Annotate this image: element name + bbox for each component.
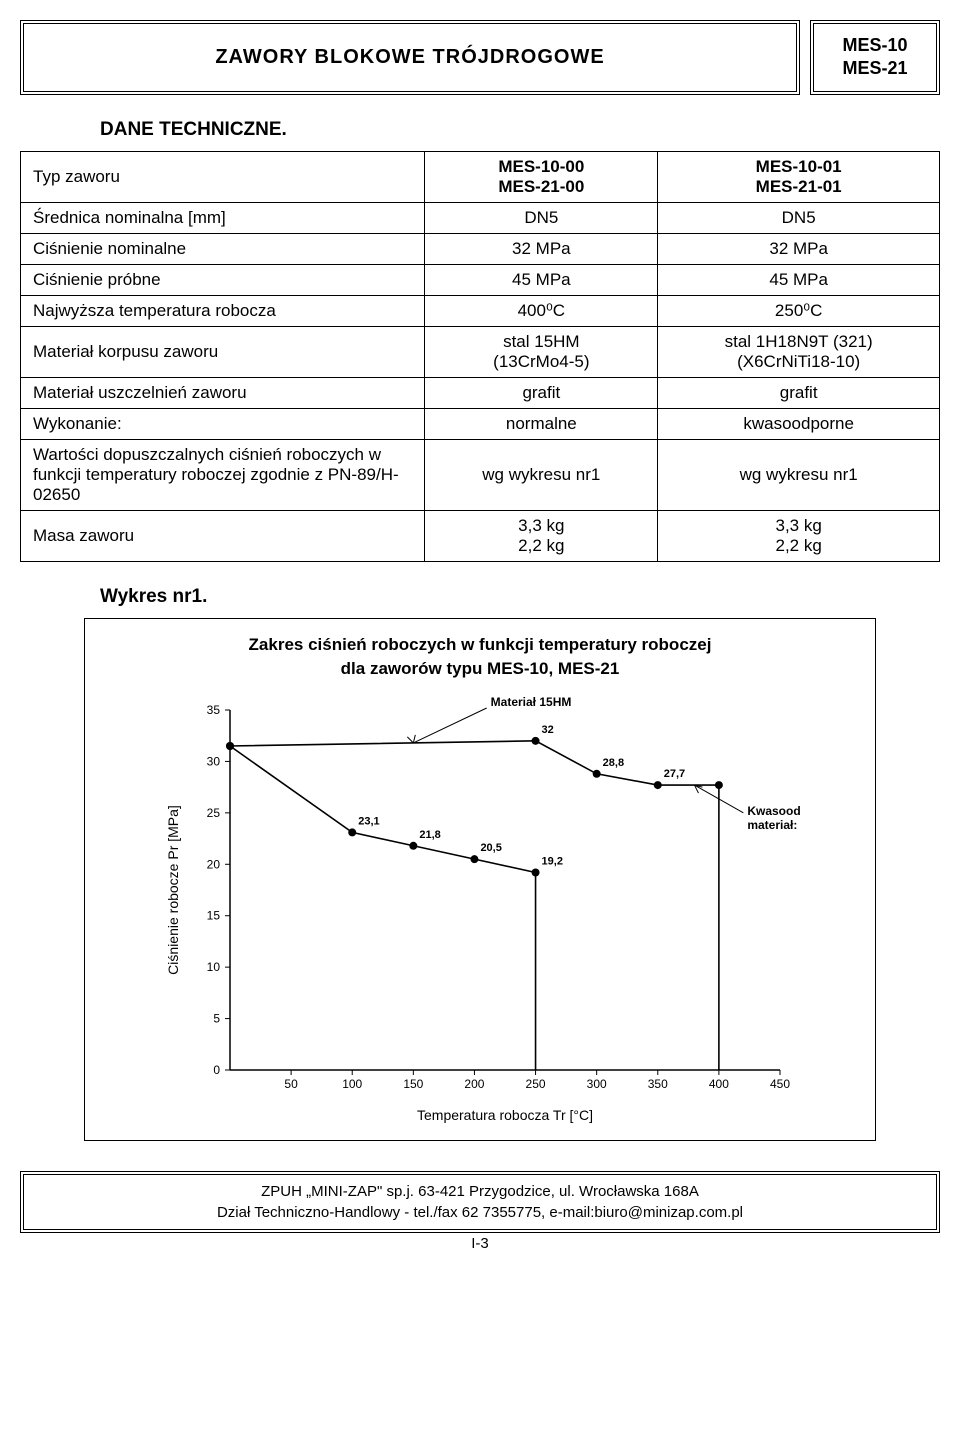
- row-v2: wg wykresu nr1: [658, 439, 940, 510]
- tech-data-table: Typ zaworuMES-10-00MES-21-00MES-10-01MES…: [20, 151, 940, 562]
- section-title: DANE TECHNICZNE.: [100, 119, 940, 141]
- row-v2: kwasoodporne: [658, 408, 940, 439]
- svg-text:250: 250: [526, 1077, 546, 1091]
- table-row: Materiał uszczelnień zaworugrafitgrafit: [21, 377, 940, 408]
- svg-text:Kwasoodporne: Kwasoodporne: [747, 804, 800, 818]
- svg-text:450: 450: [770, 1077, 790, 1091]
- svg-text:10: 10: [207, 961, 221, 975]
- svg-text:Temperatura robocza Tr [°C]: Temperatura robocza Tr [°C]: [417, 1107, 593, 1123]
- footer-l2: Dział Techniczno-Handlowy - tel./fax 62 …: [34, 1202, 926, 1223]
- row-v1: 32 MPa: [425, 233, 658, 264]
- table-row: Ciśnienie próbne45 MPa45 MPa: [21, 264, 940, 295]
- row-v1: grafit: [425, 377, 658, 408]
- table-row: Materiał korpusu zaworustal 15HM(13CrMo4…: [21, 326, 940, 377]
- table-row: Najwyższa temperatura robocza400⁰C250⁰C: [21, 295, 940, 326]
- svg-text:19,2: 19,2: [542, 856, 563, 868]
- svg-text:25: 25: [207, 806, 221, 820]
- row-label: Wartości dopuszczalnych ciśnień roboczyc…: [21, 439, 425, 510]
- row-v2: 45 MPa: [658, 264, 940, 295]
- row-v1: 400⁰C: [425, 295, 658, 326]
- row-v2: 250⁰C: [658, 295, 940, 326]
- table-row: Wartości dopuszczalnych ciśnień roboczyc…: [21, 439, 940, 510]
- svg-text:28,8: 28,8: [603, 757, 624, 769]
- svg-text:50: 50: [284, 1077, 298, 1091]
- svg-text:materiał: 1H18N9T(321ss): materiał: 1H18N9T(321ss): [747, 818, 800, 832]
- chart-frame: Zakres ciśnień roboczych w funkcji tempe…: [84, 618, 875, 1142]
- svg-text:0: 0: [213, 1063, 220, 1077]
- svg-text:20: 20: [207, 858, 221, 872]
- footer-l1: ZPUH „MINI-ZAP" sp.j. 63-421 Przygodzice…: [34, 1181, 926, 1202]
- svg-text:5: 5: [213, 1012, 220, 1026]
- row-label: Średnica nominalna [mm]: [21, 202, 425, 233]
- svg-text:23,1: 23,1: [358, 816, 379, 828]
- row-v1: stal 15HM(13CrMo4-5): [425, 326, 658, 377]
- row-v1: 45 MPa: [425, 264, 658, 295]
- svg-text:35: 35: [207, 703, 221, 717]
- row-label: Najwyższa temperatura robocza: [21, 295, 425, 326]
- row-label: Materiał korpusu zaworu: [21, 326, 425, 377]
- table-row: Ciśnienie nominalne32 MPa32 MPa: [21, 233, 940, 264]
- code-1: MES-10: [830, 34, 920, 57]
- svg-text:150: 150: [403, 1077, 423, 1091]
- row-label: Wykonanie:: [21, 408, 425, 439]
- row-v2: grafit: [658, 377, 940, 408]
- chart-title-l1: Zakres ciśnień roboczych w funkcji tempe…: [249, 635, 712, 654]
- doc-title: ZAWORY BLOKOWE TRÓJDROGOWE: [20, 20, 800, 95]
- svg-text:100: 100: [342, 1077, 362, 1091]
- chart-title-l2: dla zaworów typu MES-10, MES-21: [341, 659, 620, 678]
- row-label: Masa zaworu: [21, 510, 425, 561]
- svg-text:400: 400: [709, 1077, 729, 1091]
- svg-text:21,8: 21,8: [419, 829, 440, 841]
- row-v1: normalne: [425, 408, 658, 439]
- svg-text:32: 32: [542, 724, 554, 736]
- svg-text:15: 15: [207, 909, 221, 923]
- chart-title: Zakres ciśnień roboczych w funkcji tempe…: [95, 633, 864, 681]
- row-label: Typ zaworu: [21, 151, 425, 202]
- table-row: Wykonanie:normalnekwasoodporne: [21, 408, 940, 439]
- page-header: ZAWORY BLOKOWE TRÓJDROGOWE MES-10 MES-21: [20, 20, 940, 95]
- svg-text:200: 200: [464, 1077, 484, 1091]
- svg-text:Ciśnienie robocze Pr [MPa]: Ciśnienie robocze Pr [MPa]: [165, 806, 181, 976]
- row-v2: 32 MPa: [658, 233, 940, 264]
- code-2: MES-21: [830, 57, 920, 80]
- svg-text:30: 30: [207, 755, 221, 769]
- row-v1: 3,3 kg2,2 kg: [425, 510, 658, 561]
- row-label: Ciśnienie próbne: [21, 264, 425, 295]
- svg-text:Materiał 15HM: Materiał 15HM: [491, 695, 572, 709]
- row-v1: wg wykresu nr1: [425, 439, 658, 510]
- chart-label: Wykres nr1.: [100, 586, 940, 608]
- svg-text:27,7: 27,7: [664, 768, 685, 780]
- row-label: Materiał uszczelnień zaworu: [21, 377, 425, 408]
- footer: ZPUH „MINI-ZAP" sp.j. 63-421 Przygodzice…: [20, 1171, 940, 1233]
- table-row: Masa zaworu3,3 kg2,2 kg3,3 kg2,2 kg: [21, 510, 940, 561]
- col-1-header: MES-10-00MES-21-00: [425, 151, 658, 202]
- row-v2: stal 1H18N9T (321)(X6CrNiTi18-10): [658, 326, 940, 377]
- svg-text:20,5: 20,5: [480, 843, 501, 855]
- row-v1: DN5: [425, 202, 658, 233]
- row-label: Ciśnienie nominalne: [21, 233, 425, 264]
- page-number: I-3: [20, 1235, 940, 1252]
- row-v2: 3,3 kg2,2 kg: [658, 510, 940, 561]
- svg-text:350: 350: [648, 1077, 668, 1091]
- col-2-header: MES-10-01MES-21-01: [658, 151, 940, 202]
- svg-text:300: 300: [587, 1077, 607, 1091]
- doc-codes: MES-10 MES-21: [810, 20, 940, 95]
- row-v2: DN5: [658, 202, 940, 233]
- chart-svg: 0 5 10 15 20 25 30 35 50 100 150 200 250 300 350 400 450…: [160, 690, 800, 1130]
- table-row: Średnica nominalna [mm]DN5DN5: [21, 202, 940, 233]
